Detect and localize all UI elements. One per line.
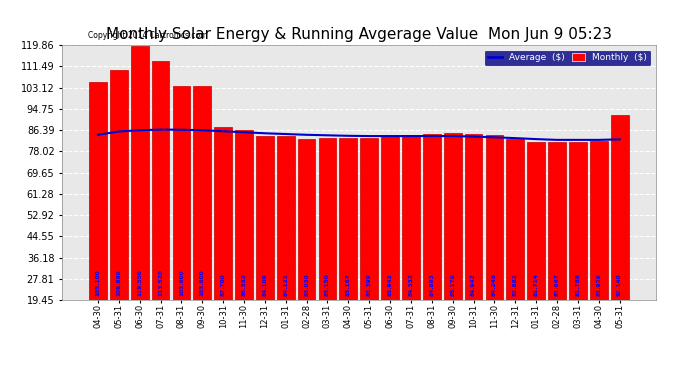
Bar [611,116,629,300]
Bar [444,133,462,300]
Bar [89,82,107,300]
Text: 113.520: 113.520 [158,269,163,296]
Text: 119.550: 119.550 [137,270,142,296]
Text: 105.100: 105.100 [95,270,101,296]
Bar [235,130,253,300]
Text: 81.714: 81.714 [533,273,539,296]
Text: 83.150: 83.150 [325,273,330,296]
Text: 83.167: 83.167 [346,273,351,296]
Text: 84.942: 84.942 [471,273,476,296]
Text: Copyright 2014 Cartronics.com: Copyright 2014 Cartronics.com [88,31,207,40]
Text: 103.600: 103.600 [179,270,184,296]
Bar [486,135,503,300]
Text: 92.140: 92.140 [617,274,622,296]
Bar [193,86,211,300]
Text: 84.248: 84.248 [492,273,497,296]
Text: 109.880: 109.880 [117,270,121,296]
Text: 84.121: 84.121 [284,273,288,296]
Bar [402,135,420,300]
Bar [319,138,336,300]
Bar [152,61,170,300]
Text: 85.176: 85.176 [450,273,455,296]
Bar [339,138,357,300]
Bar [590,141,608,300]
Text: 84.332: 84.332 [408,273,413,296]
Text: 83.399: 83.399 [366,274,372,296]
Bar [256,136,274,300]
Text: 84.100: 84.100 [262,274,268,296]
Title: Monthly Solar Energy & Running Avgerage Value  Mon Jun 9 05:23: Monthly Solar Energy & Running Avgerage … [106,27,612,42]
Text: 86.382: 86.382 [241,273,246,296]
Text: 87.700: 87.700 [221,274,226,296]
Bar [423,134,441,300]
Bar [506,139,524,300]
Legend: Average  ($), Monthly  ($): Average ($), Monthly ($) [484,50,651,66]
Bar [360,138,378,300]
Bar [131,46,148,300]
Bar [527,142,545,300]
Text: 81.667: 81.667 [555,273,560,296]
Text: 83.942: 83.942 [388,273,393,296]
Text: 82.882: 82.882 [513,273,518,296]
Bar [110,70,128,300]
Text: 84.893: 84.893 [429,273,434,296]
Bar [548,142,566,300]
Bar [464,134,482,300]
Text: 81.788: 81.788 [575,273,580,296]
Bar [382,136,399,300]
Bar [172,86,190,300]
Bar [569,142,586,300]
Text: 103.600: 103.600 [200,270,205,296]
Text: 81.926: 81.926 [596,273,601,296]
Text: 83.030: 83.030 [304,274,309,296]
Bar [298,138,315,300]
Bar [277,136,295,300]
Bar [215,127,232,300]
